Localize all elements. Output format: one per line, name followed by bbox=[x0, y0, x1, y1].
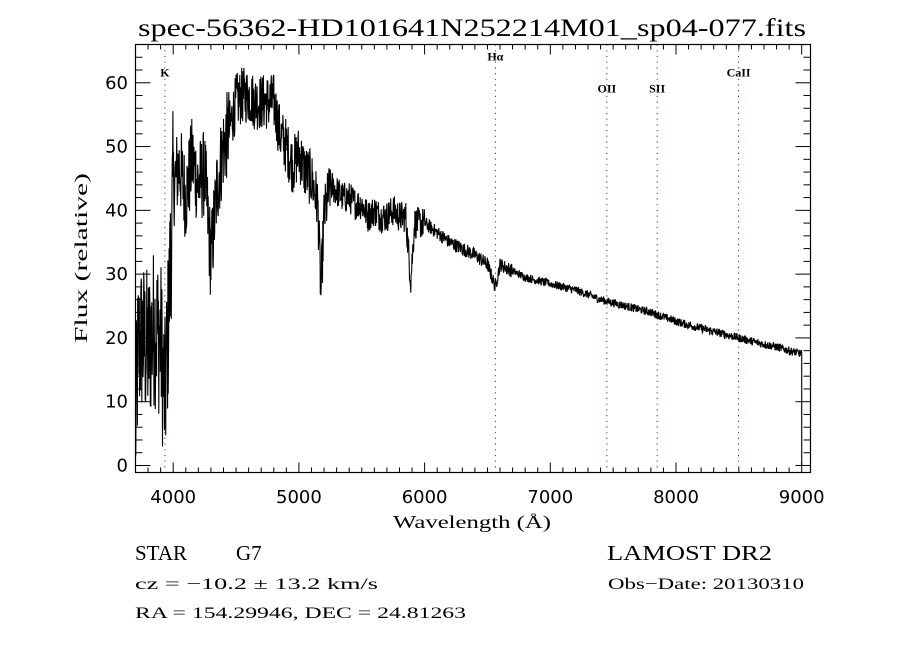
axis-ticks bbox=[135, 44, 811, 473]
y-tick-label: 0 bbox=[117, 455, 128, 476]
survey-name: LAMOST DR2 bbox=[607, 541, 772, 565]
spectral-line-label: OII bbox=[598, 81, 617, 95]
x-tick-label: 9000 bbox=[779, 487, 825, 508]
coordinates-text: RA = 154.29946, DEC = 24.81263 bbox=[135, 605, 466, 622]
x-tick-label: 4000 bbox=[150, 487, 196, 508]
chart-title: spec-56362-HD101641N252214M01_sp04-077.f… bbox=[138, 15, 806, 42]
x-tick-label: 5000 bbox=[276, 487, 322, 508]
spectral-line-label: Hα bbox=[487, 49, 503, 63]
x-tick-label: 6000 bbox=[402, 487, 448, 508]
x-tick-label: 7000 bbox=[527, 487, 573, 508]
y-tick-label: 50 bbox=[105, 137, 128, 158]
y-axis-label: Flux (relative) bbox=[71, 173, 92, 343]
spectral-line-markers: K Hα OII SII CaII bbox=[160, 44, 751, 473]
plot-frame bbox=[134, 43, 812, 474]
y-tick-label: 10 bbox=[105, 392, 128, 413]
obs-date-text: Obs−Date: 20130310 bbox=[608, 576, 804, 593]
y-tick-label: 30 bbox=[105, 264, 128, 285]
object-type: STAR bbox=[135, 541, 187, 565]
y-tick-label: 20 bbox=[105, 328, 128, 349]
y-tick-label: 40 bbox=[105, 200, 128, 221]
spectral-line-label: K bbox=[160, 65, 170, 79]
x-tick-label: 8000 bbox=[653, 487, 699, 508]
spectral-line-label: CaII bbox=[727, 65, 751, 79]
object-subclass: G7 bbox=[236, 541, 262, 565]
x-axis-label: Wavelength (Å) bbox=[393, 512, 551, 533]
y-tick-label: 60 bbox=[105, 73, 128, 94]
spectrum-line bbox=[134, 67, 803, 466]
axis-tick-labels: 4000 5000 6000 7000 8000 9000 0 10 20 30 40 50 60 bbox=[105, 73, 825, 508]
redshift-text: cz = −10.2 ± 13.2 km/s bbox=[135, 576, 378, 593]
spectral-line-label: SII bbox=[649, 81, 665, 95]
